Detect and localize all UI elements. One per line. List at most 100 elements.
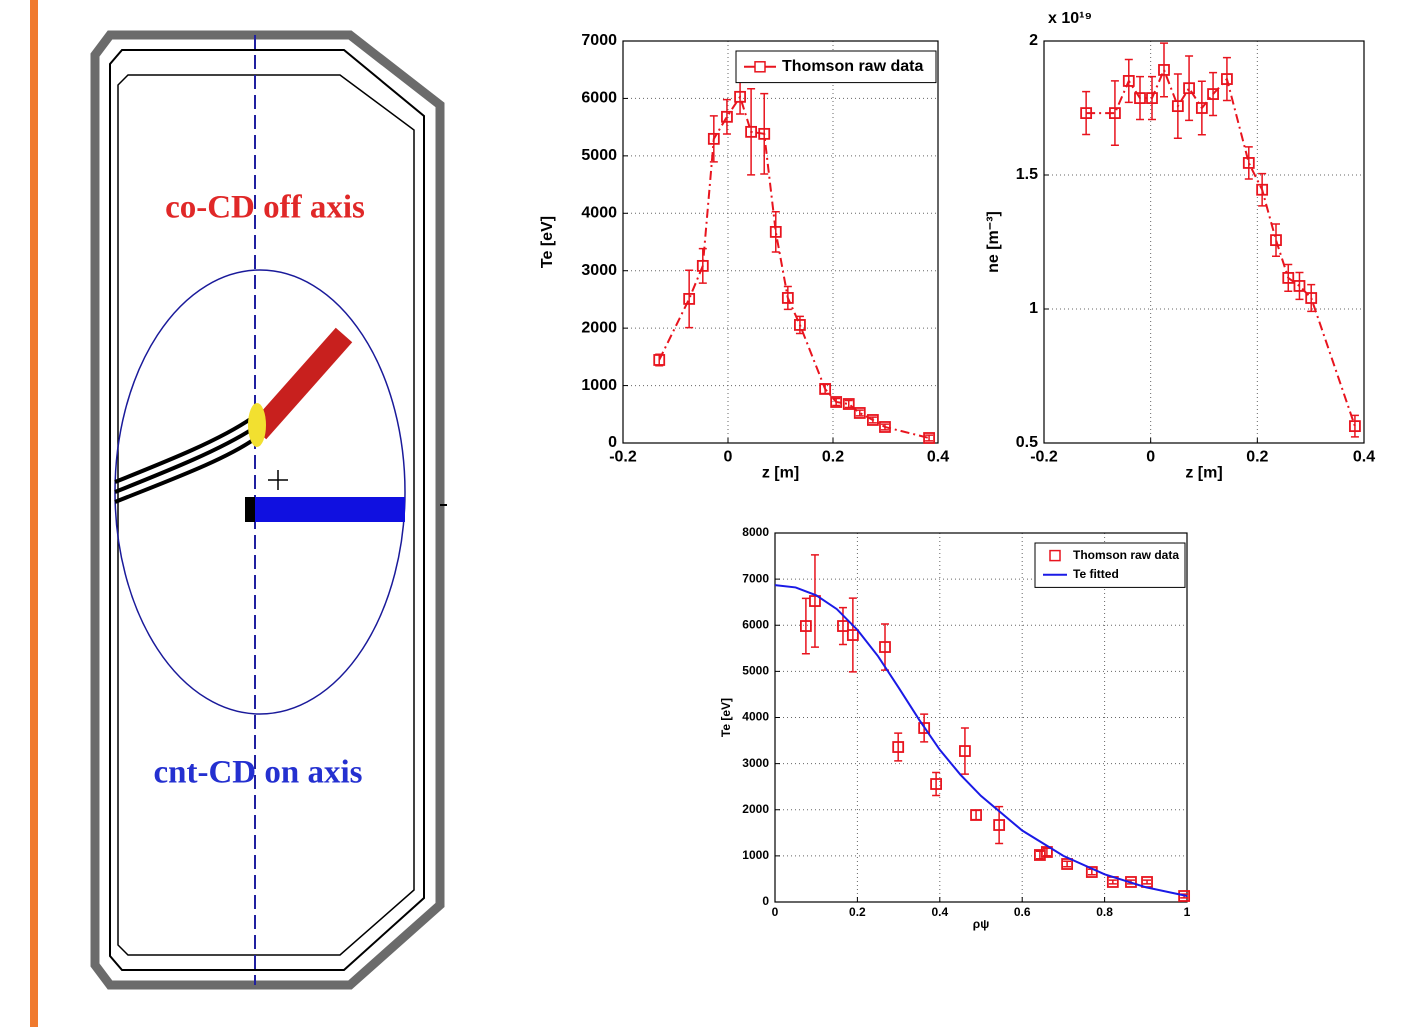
co-cd-beam — [249, 327, 353, 440]
series-line — [1086, 67, 1356, 427]
error-bar — [1173, 73, 1182, 140]
marker — [819, 383, 832, 395]
marker — [892, 741, 905, 753]
x-tick-label: -0.2 — [1030, 449, 1058, 466]
marker — [993, 819, 1006, 831]
marker — [1034, 849, 1046, 861]
error-bar — [1209, 71, 1218, 117]
marker — [1178, 890, 1191, 902]
marker — [800, 620, 812, 632]
error-bar — [848, 597, 857, 673]
y-axis-label: Te [eV] — [539, 216, 556, 268]
x-tick-label: 0.4 — [927, 449, 949, 466]
y-tick-label: 0 — [608, 434, 617, 451]
marker — [1221, 73, 1233, 85]
x-tick-label: 0.4 — [1353, 449, 1375, 466]
y-tick-label: 0 — [762, 894, 769, 908]
error-bar — [685, 269, 694, 329]
marker — [842, 398, 855, 410]
marker — [970, 809, 982, 821]
x-tick-label: 0.2 — [822, 449, 844, 466]
error-bar — [1307, 283, 1316, 313]
marker — [837, 620, 849, 632]
vessel-outer — [90, 30, 445, 990]
accent-bar — [30, 0, 38, 1027]
marker — [923, 432, 935, 444]
marker — [683, 293, 696, 305]
error-bar — [894, 732, 903, 762]
series-line — [658, 94, 930, 439]
cnt-cd-beam — [245, 497, 405, 522]
error-bar — [868, 416, 877, 424]
error-bar — [1148, 75, 1156, 121]
y-axis-label: ne [m⁻³] — [985, 211, 1002, 273]
y-tick-label: 2000 — [742, 802, 769, 816]
y-tick-label: 4000 — [742, 710, 769, 724]
x-axis-label: z [m] — [762, 465, 799, 482]
marker — [696, 259, 709, 272]
marker — [794, 319, 806, 331]
marker — [830, 396, 843, 408]
y-tick-label: 0.5 — [1016, 434, 1038, 451]
marker — [653, 354, 666, 366]
error-bar — [925, 434, 934, 442]
chart: 0 1000 2000 3000 4000 5000 6000 7000 8000 0 0.2 0.4… — [719, 525, 1190, 931]
chart: 0.5 1 1.5 2 -0.2 0 0.2 0.4 z [m] ne [m⁻³] x 10¹⁹ — [985, 10, 1375, 481]
marker — [1282, 272, 1295, 284]
diagram-label: cnt-CD on axis — [153, 755, 362, 791]
legend-label: Te fitted — [1073, 567, 1119, 581]
marker — [1134, 92, 1146, 104]
error-bar — [932, 771, 941, 797]
y-tick-label: 3000 — [742, 756, 769, 770]
error-bar — [1295, 271, 1304, 301]
error-bar — [1244, 146, 1253, 180]
error-bar — [771, 211, 780, 253]
marker — [879, 421, 891, 433]
error-bar — [1185, 55, 1194, 122]
y-tick-label: 1000 — [742, 848, 769, 862]
x-tick-label: 0.2 — [849, 905, 866, 919]
legend-swatch — [754, 61, 766, 73]
y-axis-label: Te [eV] — [719, 698, 733, 737]
marker — [846, 629, 859, 641]
marker — [769, 225, 782, 238]
marker — [721, 110, 733, 123]
deposition — [248, 403, 266, 447]
first-wall — [117, 74, 415, 956]
marker — [1293, 280, 1306, 292]
marker — [1305, 292, 1318, 304]
x-axis-label: ρψ — [973, 917, 989, 931]
marker — [734, 90, 746, 103]
error-bar — [1258, 172, 1267, 207]
y-tick-label: 6000 — [742, 617, 769, 631]
error-bar — [1272, 223, 1280, 257]
x-axis-label: z [m] — [1185, 465, 1222, 482]
error-bar — [801, 597, 810, 655]
axes-frame — [774, 532, 1188, 903]
error-bar — [1160, 42, 1168, 98]
axes-frame — [1043, 40, 1365, 444]
y-tick-label: 4000 — [581, 205, 617, 222]
diagram-label: co-CD off axis — [165, 190, 365, 226]
error-bar — [698, 247, 707, 284]
y-tick-label: 1000 — [581, 377, 617, 394]
marker — [1041, 846, 1053, 858]
y-tick-label: 5000 — [742, 664, 769, 678]
error-bar — [1063, 860, 1072, 868]
error-bar — [1082, 90, 1091, 136]
error-bar — [960, 727, 969, 775]
marker — [1085, 866, 1098, 878]
marker — [1171, 100, 1184, 113]
marker — [1256, 183, 1269, 196]
vessel-inner — [109, 49, 425, 971]
marker — [918, 722, 931, 734]
marker — [867, 414, 879, 426]
marker — [1195, 102, 1208, 114]
series-line — [774, 584, 1188, 897]
marker — [809, 595, 821, 607]
error-bar — [1136, 75, 1144, 121]
marker — [1061, 858, 1074, 870]
marker — [879, 641, 891, 653]
error-bar — [1284, 263, 1293, 293]
